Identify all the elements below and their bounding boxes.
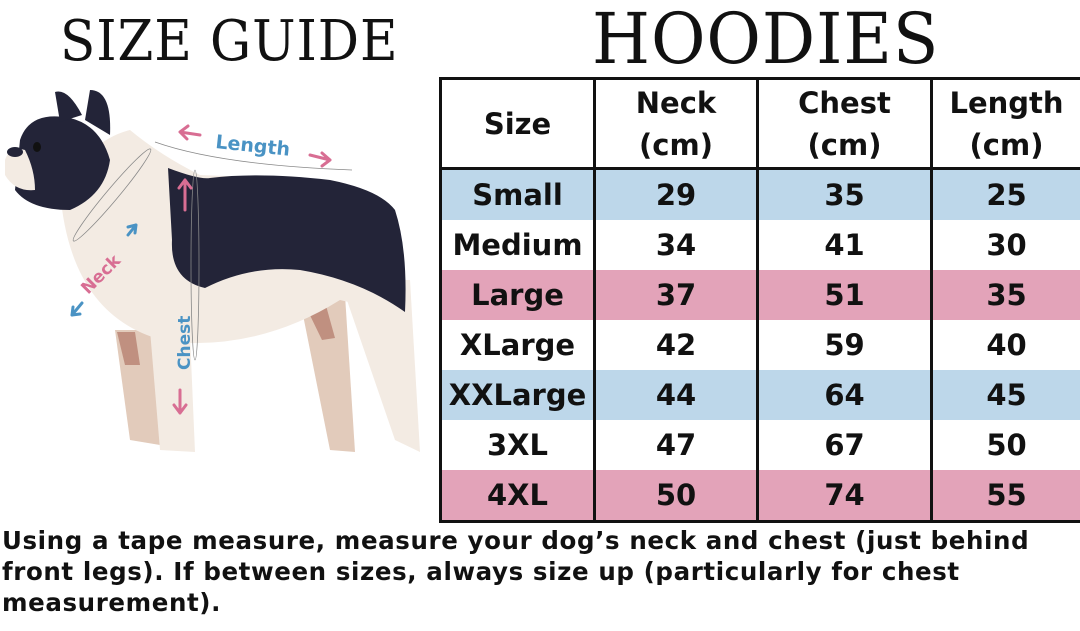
cell-chest: 59 (756, 320, 933, 370)
dog-measurement-diagram: Length Neck Chest (5, 90, 420, 452)
table-row: Medium 34 41 30 (439, 220, 1080, 270)
table-row: XLarge 42 59 40 (439, 320, 1080, 370)
table-row: Large 37 51 35 (439, 270, 1080, 320)
cell-chest: 67 (756, 420, 933, 470)
table-row: 3XL 47 67 50 (439, 420, 1080, 470)
size-guide-title: SIZE GUIDE (60, 9, 399, 74)
cell-length: 45 (930, 370, 1080, 420)
cell-neck: 44 (593, 370, 759, 420)
cell-length: 55 (930, 470, 1080, 522)
cell-neck: 37 (593, 270, 759, 320)
cell-chest: 35 (756, 168, 933, 220)
hoodies-title: HOODIES (592, 0, 940, 80)
chest-label: Chest (175, 316, 195, 370)
cell-size: XLarge (439, 320, 596, 370)
cell-neck: 29 (593, 168, 759, 220)
cell-size: Small (439, 168, 596, 220)
header-neck: Neck (cm) (593, 78, 759, 170)
size-table: Size Neck (cm) Chest (cm) Length (cm) Small… (439, 77, 1080, 523)
cell-neck: 50 (593, 470, 759, 522)
dog-illustration (5, 90, 420, 452)
header-chest: Chest (cm) (756, 78, 933, 170)
cell-neck: 42 (593, 320, 759, 370)
table-header-row: Size Neck (cm) Chest (cm) Length (cm) (439, 78, 1080, 170)
cell-size: Large (439, 270, 596, 320)
cell-length: 50 (930, 420, 1080, 470)
cell-length: 40 (930, 320, 1080, 370)
cell-chest: 51 (756, 270, 933, 320)
header-size: Size (439, 78, 596, 170)
cell-length: 30 (930, 220, 1080, 270)
cell-chest: 74 (756, 470, 933, 522)
cell-size: Medium (439, 220, 596, 270)
cell-size: 4XL (439, 470, 596, 522)
measurement-guides (72, 141, 353, 361)
table-row: XXLarge 44 64 45 (439, 370, 1080, 420)
cell-chest: 41 (756, 220, 933, 270)
header-length: Length (cm) (930, 78, 1080, 170)
measuring-instructions: Using a tape measure, measure your dog’s… (2, 526, 1030, 617)
cell-size: XXLarge (439, 370, 596, 420)
table-row: 4XL 50 74 55 (439, 470, 1080, 522)
cell-chest: 64 (756, 370, 933, 420)
cell-neck: 34 (593, 220, 759, 270)
length-label: Length (214, 131, 291, 161)
cell-neck: 47 (593, 420, 759, 470)
arrows (70, 124, 332, 415)
table-row: Small 29 35 25 (439, 168, 1080, 220)
cell-size: 3XL (439, 420, 596, 470)
cell-length: 35 (930, 270, 1080, 320)
cell-length: 25 (930, 168, 1080, 220)
